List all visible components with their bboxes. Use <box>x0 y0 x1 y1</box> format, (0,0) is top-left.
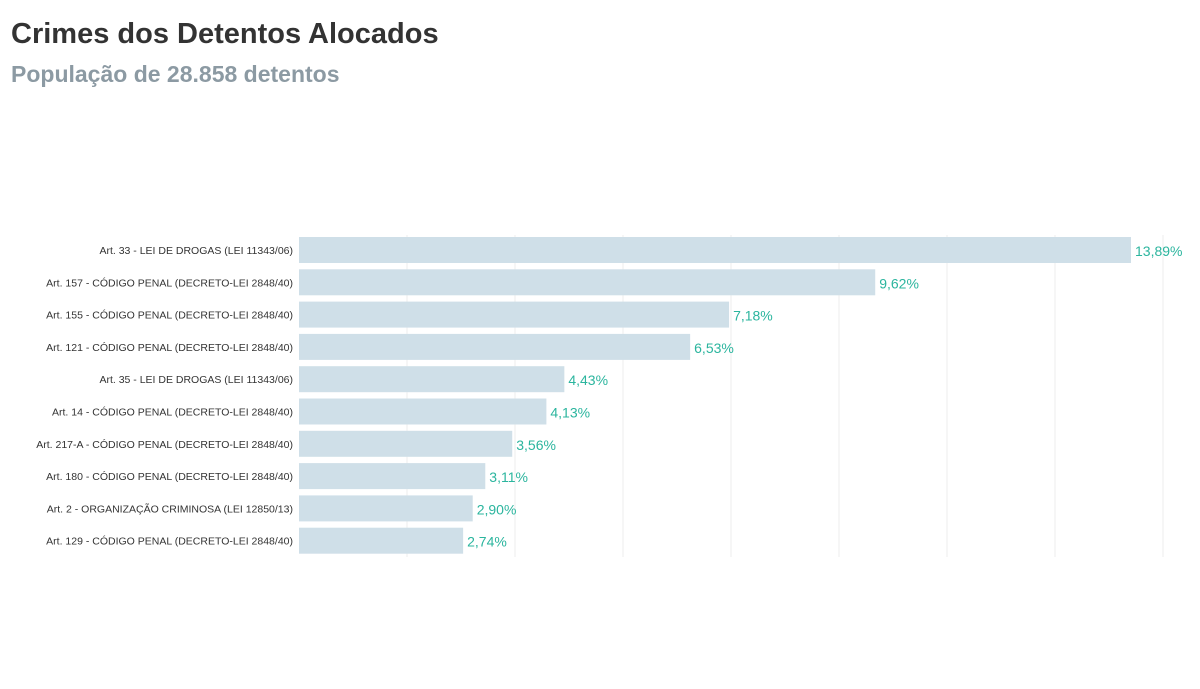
value-label-0: 13,89% <box>1135 243 1182 259</box>
bar-7 <box>299 463 486 490</box>
bar-1 <box>299 269 876 296</box>
bar-4 <box>299 366 565 393</box>
bar-9 <box>299 527 464 554</box>
category-label-5: Art. 14 - CÓDIGO PENAL (DECRETO-LEI 2848… <box>52 406 293 419</box>
value-label-9: 2,74% <box>467 534 507 550</box>
category-label-8: Art. 2 - ORGANIZAÇÃO CRIMINOSA (LEI 1285… <box>47 502 293 515</box>
category-label-3: Art. 121 - CÓDIGO PENAL (DECRETO-LEI 284… <box>46 341 293 354</box>
bar-3 <box>299 333 691 360</box>
category-label-0: Art. 33 - LEI DE DROGAS (LEI 11343/06) <box>99 245 293 257</box>
chart-title: Crimes dos Detentos Alocados <box>11 18 439 50</box>
value-label-5: 4,13% <box>550 405 590 421</box>
value-label-1: 9,62% <box>879 275 919 291</box>
category-label-7: Art. 180 - CÓDIGO PENAL (DECRETO-LEI 284… <box>46 470 293 483</box>
category-label-1: Art. 157 - CÓDIGO PENAL (DECRETO-LEI 284… <box>46 276 293 289</box>
category-label-4: Art. 35 - LEI DE DROGAS (LEI 11343/06) <box>99 374 293 386</box>
value-label-7: 3,11% <box>489 469 528 485</box>
value-label-2: 7,18% <box>733 308 773 324</box>
value-label-8: 2,90% <box>477 501 517 517</box>
bar-6 <box>299 430 513 457</box>
value-label-3: 6,53% <box>694 340 734 356</box>
value-label-4: 4,43% <box>568 372 608 388</box>
bar-5 <box>299 398 547 425</box>
category-label-9: Art. 129 - CÓDIGO PENAL (DECRETO-LEI 284… <box>46 535 293 548</box>
value-labels: 13,89% 9,62% 7,18% 6,53% 4,43% 4,13% 3,56% 3,11… <box>467 243 1182 550</box>
value-label-6: 3,56% <box>516 437 556 453</box>
bar-2 <box>299 301 730 328</box>
category-label-6: Art. 217-A - CÓDIGO PENAL (DECRETO-LEI 2… <box>36 438 293 451</box>
bars <box>299 237 1131 554</box>
category-labels: Art. 33 - LEI DE DROGAS (LEI 11343/06) Ar… <box>36 245 293 548</box>
bar-0 <box>299 237 1131 263</box>
chart-subtitle: População de 28.858 detentos <box>11 61 340 87</box>
bar-8 <box>299 495 473 522</box>
category-label-2: Art. 155 - CÓDIGO PENAL (DECRETO-LEI 284… <box>46 309 293 322</box>
